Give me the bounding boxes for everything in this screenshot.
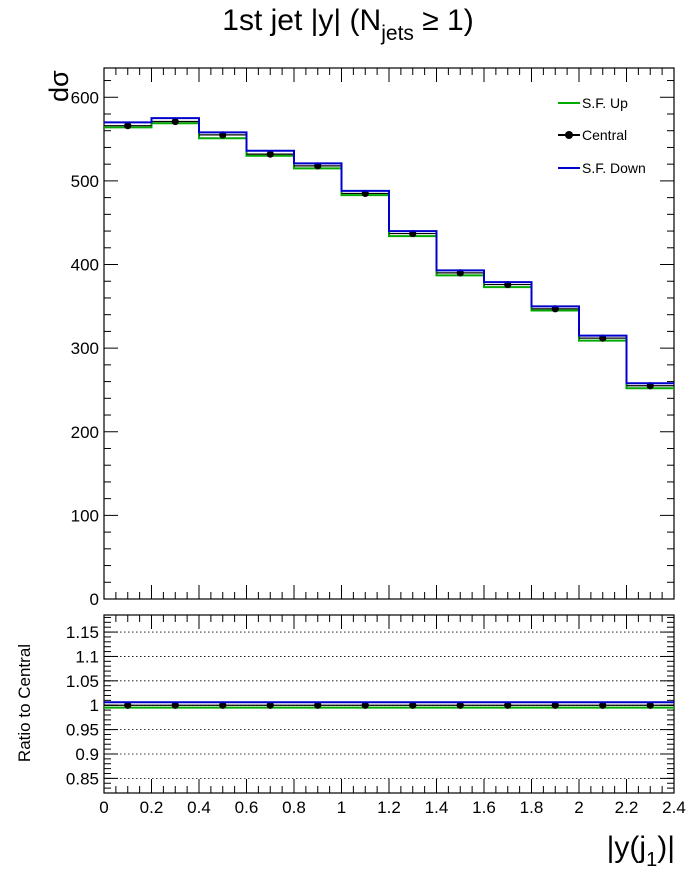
ratio-y-tick-label: 1.1	[75, 647, 99, 666]
legend-marker	[565, 131, 573, 139]
x-tick-label: 0.6	[235, 798, 259, 817]
x-tick-label: 1.4	[425, 798, 449, 817]
y-tick-label: 300	[71, 339, 99, 358]
y-tick-label: 500	[71, 172, 99, 191]
x-tick-label: 2.2	[615, 798, 639, 817]
x-tick-label: 2.4	[662, 798, 686, 817]
x-tick-label: 0.4	[187, 798, 211, 817]
ratio-y-tick-label: 1	[90, 696, 99, 715]
ratio-central-point	[646, 701, 654, 709]
ratio-panel: 0.85 0.9 0.95 1 1.05 1.1 1.15 0 0.2 0.4 0.6 0.8 1 1.…	[15, 614, 686, 817]
ratio-central-point	[124, 701, 132, 709]
y-tick-label: 200	[71, 423, 99, 442]
x-tick-label: 0.2	[140, 798, 164, 817]
y-tick-label: 400	[71, 256, 99, 275]
ratio-central-point	[599, 701, 607, 709]
central-point	[124, 122, 132, 130]
ratio-central-point	[551, 701, 559, 709]
legend: S.F. Up Central S.F. Down	[558, 95, 646, 176]
y-axis-label: dσ	[44, 70, 74, 102]
legend-label: S.F. Down	[582, 160, 646, 176]
x-tick-label: 0	[99, 798, 108, 817]
ratio-central-point	[361, 701, 369, 709]
x-tick-label: 2	[574, 798, 583, 817]
ratio-central-point	[409, 701, 417, 709]
ratio-y-tick-label: 1.15	[66, 623, 99, 642]
legend-label: S.F. Up	[582, 95, 628, 111]
series-line-2	[104, 117, 674, 385]
main-plot-frame	[103, 67, 675, 600]
x-tick-label: 1.2	[377, 798, 401, 817]
ratio-y-ticks: 0.85 0.9 0.95 1 1.05 1.1 1.15	[66, 616, 674, 789]
legend-label: Central	[582, 127, 627, 143]
x-tick-label: 1	[337, 798, 346, 817]
chart-title: 1st jet |y| (Njets ≥ 1)	[222, 4, 473, 45]
ratio-central-point	[171, 701, 179, 709]
main-y-ticks: 0 100 200 300 400 500 600	[71, 80, 674, 609]
x-tick-label: 0.8	[282, 798, 306, 817]
main-panel: 0 100 200 300 400 500 600 dσ	[44, 67, 675, 609]
ratio-x-ticks: 0 0.2 0.4 0.6 0.8 1 1.2 1.4 1.6 1.8 2 2.2 2.4	[99, 615, 686, 817]
x-tick-label: 1.6	[472, 798, 496, 817]
ratio-central-point	[266, 701, 274, 709]
ratio-y-tick-label: 1.05	[66, 672, 99, 691]
ratio-central-point	[456, 701, 464, 709]
ratio-central-point	[314, 701, 322, 709]
ratio-axis-label: Ratio to Central	[15, 644, 34, 762]
ratio-y-tick-label: 0.95	[66, 721, 99, 740]
central-point	[266, 150, 274, 158]
ratio-y-tick-label: 0.85	[66, 769, 99, 788]
y-tick-label: 600	[71, 88, 99, 107]
y-tick-label: 100	[71, 506, 99, 525]
central-point	[171, 117, 179, 126]
ratio-plot-frame	[103, 614, 675, 794]
main-x-ticks	[103, 68, 675, 599]
x-tick-label: 1.8	[520, 798, 544, 817]
main-series	[104, 117, 674, 390]
ratio-central-point	[219, 701, 227, 709]
ratio-central-point	[504, 701, 512, 709]
ratio-y-tick-label: 0.9	[75, 745, 99, 764]
x-axis-label: |y(j1)|	[607, 831, 675, 871]
y-tick-label: 0	[90, 590, 99, 609]
ratio-series	[104, 701, 674, 709]
